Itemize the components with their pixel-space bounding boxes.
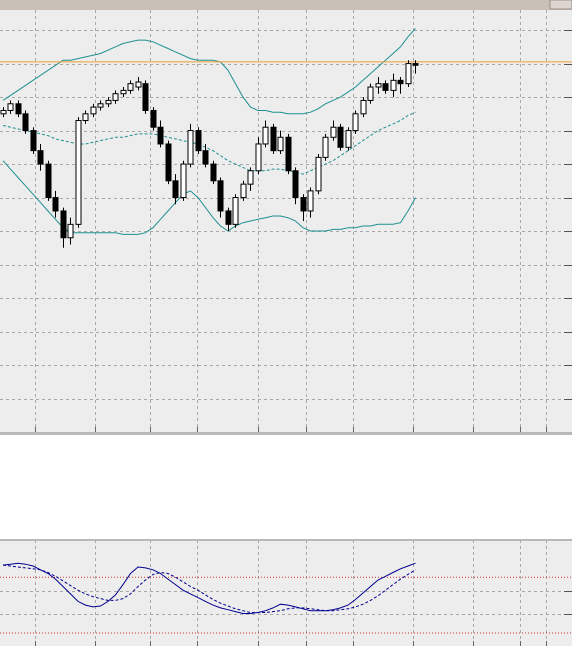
candle-body bbox=[97, 103, 104, 108]
candle-body bbox=[30, 130, 37, 152]
candle-body bbox=[337, 126, 344, 148]
candle-body bbox=[180, 163, 187, 199]
candle-body bbox=[150, 109, 157, 128]
candle-body bbox=[37, 150, 44, 165]
candle-body bbox=[195, 130, 202, 152]
candle-body bbox=[60, 210, 67, 239]
candle-body bbox=[360, 99, 367, 115]
candle-body bbox=[262, 126, 269, 145]
candle-body bbox=[217, 180, 224, 212]
candle-body bbox=[412, 63, 419, 66]
candle-body bbox=[307, 190, 314, 212]
candle-body bbox=[255, 143, 262, 172]
candle-body bbox=[187, 130, 194, 165]
band-line bbox=[2, 28, 416, 115]
candle-body bbox=[0, 109, 7, 115]
candle-body bbox=[202, 150, 209, 165]
candle-body bbox=[330, 126, 337, 138]
candle-body bbox=[232, 197, 239, 225]
candle-body bbox=[375, 83, 382, 88]
candle-body bbox=[382, 83, 389, 91]
candle-body bbox=[300, 197, 307, 212]
candle-body bbox=[285, 136, 292, 172]
candle-body bbox=[112, 93, 119, 101]
candle-body bbox=[270, 126, 277, 152]
candle-body bbox=[292, 170, 299, 199]
candle-body bbox=[157, 126, 164, 145]
candle-body bbox=[135, 81, 142, 88]
candle-body bbox=[367, 86, 374, 101]
candle-body bbox=[225, 210, 232, 225]
candle-body bbox=[90, 106, 97, 115]
candle-body bbox=[247, 170, 254, 185]
panel-divider bbox=[0, 539, 572, 541]
candle-body bbox=[405, 63, 412, 85]
window-button[interactable] bbox=[549, 0, 572, 10]
oscillator-line bbox=[2, 562, 416, 614]
candle-body bbox=[127, 83, 134, 91]
title-strip bbox=[0, 0, 572, 10]
candle-body bbox=[67, 223, 74, 239]
main-panel bbox=[0, 10, 572, 432]
candle-body bbox=[52, 197, 59, 212]
candle-body bbox=[322, 136, 329, 158]
panel-divider bbox=[0, 432, 572, 435]
candle-body bbox=[315, 156, 322, 192]
candle-body bbox=[277, 136, 284, 152]
candle-body bbox=[210, 163, 217, 182]
candle-body bbox=[120, 89, 127, 95]
indicator-plot bbox=[0, 540, 572, 646]
candle-body bbox=[397, 79, 404, 85]
candle-body bbox=[345, 130, 352, 148]
candle-body bbox=[75, 120, 82, 225]
candle-body bbox=[240, 183, 247, 199]
band-line bbox=[2, 111, 416, 175]
candle-body bbox=[7, 103, 14, 111]
candle-body bbox=[15, 103, 22, 115]
candle-body bbox=[105, 99, 112, 105]
candle-body bbox=[22, 113, 29, 132]
indicator-panel bbox=[0, 541, 572, 646]
price-plot bbox=[0, 10, 572, 432]
oscillator-line bbox=[2, 564, 416, 613]
candle-body bbox=[352, 113, 359, 132]
candle-body bbox=[142, 83, 149, 111]
candle-body bbox=[390, 79, 397, 91]
candle-body bbox=[165, 143, 172, 182]
candle-body bbox=[172, 180, 179, 199]
candle-body bbox=[45, 163, 52, 199]
candle-body bbox=[82, 113, 89, 122]
